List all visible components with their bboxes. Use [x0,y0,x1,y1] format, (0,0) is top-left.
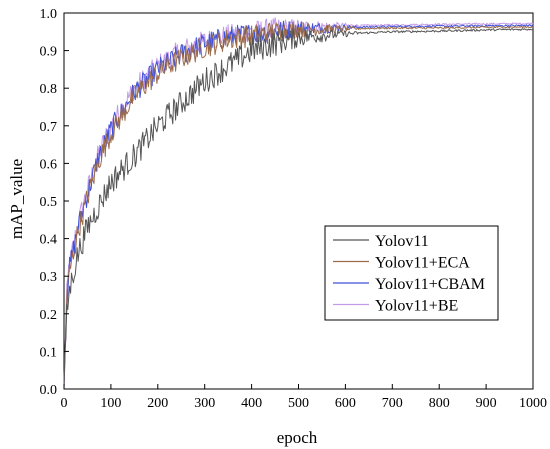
x-tick-label: 200 [147,396,168,411]
legend: Yolov11 Yolov11+ECA Yolov11+CBAM Yolov11+BE [324,225,499,321]
y-tick-label: 0.6 [40,157,58,172]
x-axis-title: epoch [277,428,318,447]
y-tick-label: 0.0 [40,383,58,398]
y-tick-label: 1.0 [40,7,58,22]
legend-label: Yolov11 [375,233,429,250]
x-tick-label: 700 [382,396,403,411]
x-tick-label: 300 [194,396,215,411]
legend-label: Yolov11+ECA [375,255,470,272]
series-line-yolov11 [63,27,534,388]
x-tick-label: 0 [61,396,68,411]
y-axis-title: mAP_value [7,159,26,239]
x-tick-label: 100 [100,396,121,411]
x-tick-label: 400 [241,396,262,411]
x-tick-label: 500 [288,396,309,411]
series-layer [63,17,534,390]
series-line-yolov11-be [63,17,534,386]
y-tick-label: 0.4 [40,233,58,248]
y-tick-label: 0.5 [40,195,58,210]
x-tick-label: 1000 [519,396,547,411]
y-tick-label: 0.9 [40,45,58,60]
y-tick-label: 0.3 [40,270,58,285]
x-tick-label: 800 [429,396,450,411]
plot-frame [63,12,534,390]
legend-label: Yolov11+CBAM [375,276,485,293]
y-tick-label: 0.1 [40,345,58,360]
x-tick-label: 900 [476,396,497,411]
y-tick-label: 0.8 [40,82,58,97]
y-tick-label: 0.7 [40,120,58,135]
x-tick-label: 600 [335,396,356,411]
legend-label: Yolov11+BE [375,298,458,315]
series-line-yolov11-cbam [63,20,534,390]
y-tick-label: 0.2 [40,308,58,323]
series-line-yolov11-eca [63,22,534,388]
plot-area [63,12,534,390]
axes-layer: 0 100 200 300 400 500 600 700 800 900 1000 0.0 0.1 0.… [40,7,548,411]
